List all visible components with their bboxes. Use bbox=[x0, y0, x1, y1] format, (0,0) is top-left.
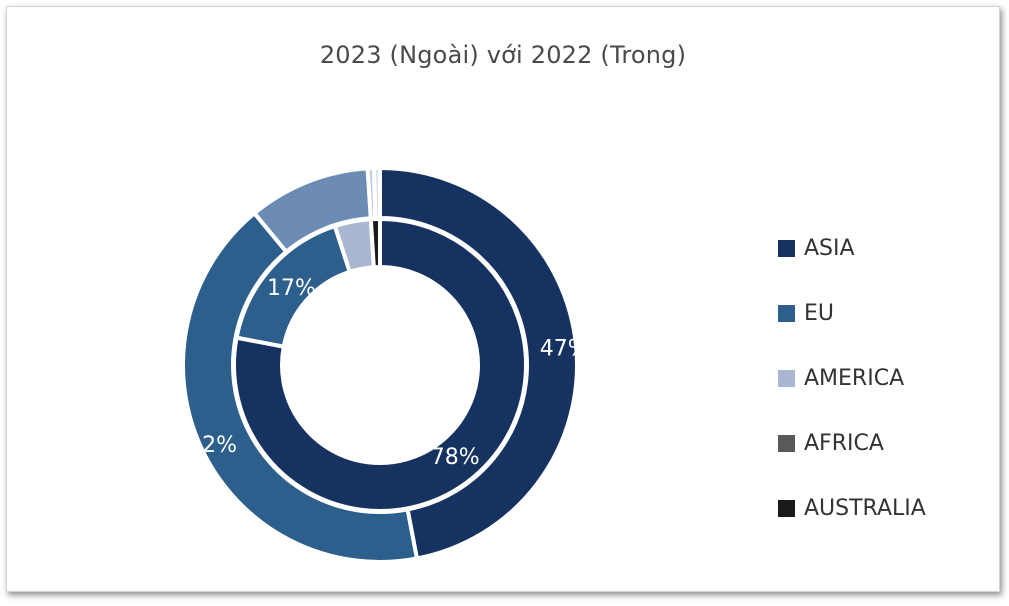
legend-swatch bbox=[778, 370, 795, 387]
legend-label: ASIA bbox=[804, 236, 855, 261]
legend-item-asia: ASIA bbox=[778, 216, 926, 281]
legend-label: AUSTRALIA bbox=[804, 496, 926, 521]
legend-item-eu: EU bbox=[778, 281, 926, 346]
legend-swatch bbox=[778, 500, 795, 517]
inner-slice-asia bbox=[232, 216, 528, 513]
legend: ASIA EU AMERICA AFRICA AUSTRALIA bbox=[778, 216, 926, 541]
legend-label: AFRICA bbox=[804, 431, 884, 456]
legend-item-america: AMERICA bbox=[778, 346, 926, 411]
outer-slice-australia bbox=[371, 165, 382, 221]
inner-data-label-asia: 78% bbox=[431, 445, 480, 470]
legend-label: AMERICA bbox=[804, 366, 905, 391]
legend-item-africa: AFRICA bbox=[778, 411, 926, 476]
legend-swatch bbox=[778, 240, 795, 257]
outer-data-label-eu: 42% bbox=[188, 433, 237, 458]
legend-swatch bbox=[778, 435, 795, 452]
legend-label: EU bbox=[804, 301, 835, 326]
chart-title: 2023 (Ngoài) với 2022 (Trong) bbox=[319, 41, 687, 69]
inner-slice-australia bbox=[368, 216, 382, 270]
legend-swatch bbox=[778, 305, 795, 322]
outer-data-label-asia: 47% bbox=[540, 337, 589, 362]
inner-data-label-eu: 17% bbox=[267, 276, 316, 301]
legend-item-australia: AUSTRALIA bbox=[778, 476, 926, 541]
